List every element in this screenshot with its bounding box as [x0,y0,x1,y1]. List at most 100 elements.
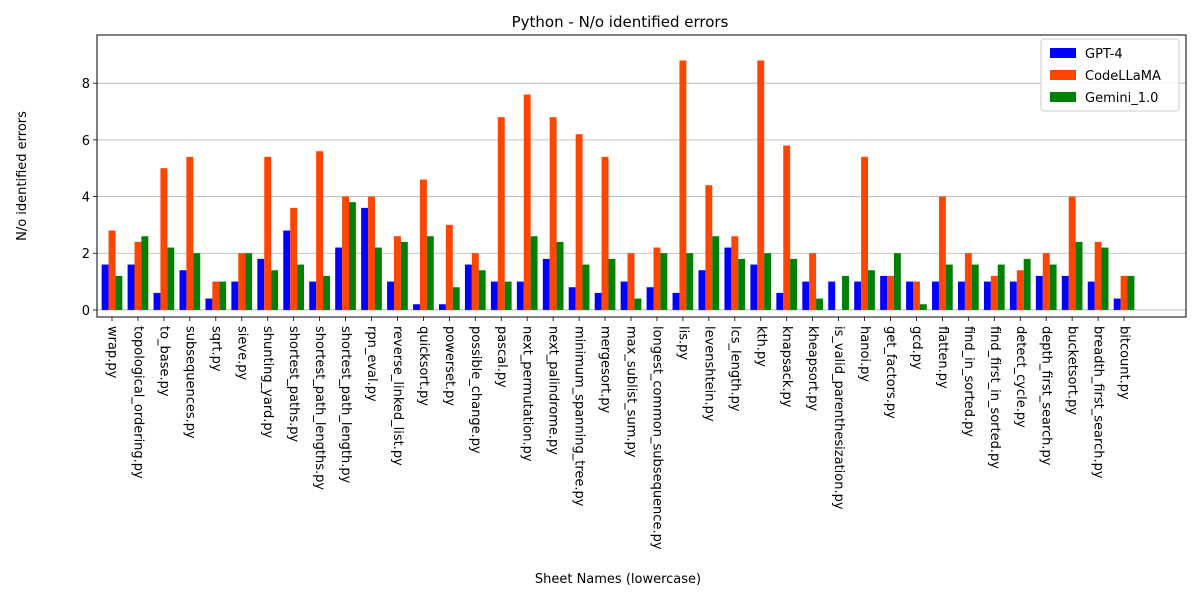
bar-gpt-4-pascal-py [490,281,498,310]
bar-gemini-1-0-shortest-paths-py [297,264,304,310]
x-axis: wrap.py topological_ordering.py to_base.py… [105,317,1132,550]
x-tick-label: get_factors.py [883,326,898,419]
bar-codellama-sieve-py [238,253,246,310]
bar-gemini-1-0-shortest-path-length-py [349,202,356,310]
bar-codellama-bitcount-py [1120,275,1128,310]
legend-swatch [1050,48,1076,58]
bar-codellama-wrap-py [108,230,116,310]
y-axis: 0 2 4 6 8 [82,77,97,319]
bar-gpt-4-minimum-spanning-tree-py [568,287,576,310]
bar-gpt-4-get-factors-py [880,275,888,310]
bar-gemini-1-0-possible-change-py [478,270,486,310]
bar-codellama-shortest-path-length-py [342,196,349,310]
x-tick-label: lcs_length.py [727,326,742,412]
bar-codellama-reverse-linked-list-py [394,236,401,310]
bar-gemini-1-0-rpn-eval-py [374,247,382,310]
bar-gemini-1-0-hanoi-py [868,270,875,310]
x-tick-label: next_permutation.py [520,326,535,462]
bar-gpt-4-shunting-yard-py [257,258,265,310]
bar-gemini-1-0-find-in-sorted-py [971,264,979,310]
x-tick-label: max_sublist_sum.py [624,326,639,458]
bar-gemini-1-0-bitcount-py [1127,275,1135,310]
bar-gpt-4-is-valid-parenthesization-py [828,281,836,310]
bar-gpt-4-next-permutation-py [516,281,524,310]
bar-codellama-subsequences-py [186,156,194,310]
bar-gpt-4-sieve-py [231,281,239,310]
legend-swatch [1050,92,1076,102]
bar-gpt-4-knapsack-py [776,292,784,310]
x-tick-label: bitcount.py [1117,326,1132,400]
bar-codellama-max-sublist-sum-py [627,253,635,310]
x-tick-label: powerset.py [442,326,457,406]
bar-codellama-next-palindrome-py [549,117,557,310]
x-tick-label: depth_first_search.py [1039,326,1054,466]
bar-codellama-gcd-py [913,281,920,310]
legend-label: Gemini_1.0 [1085,91,1158,106]
x-tick-label: find_in_sorted.py [961,326,976,437]
x-tick-label: sqrt.py [208,326,223,372]
x-tick-label: detect_cycle.py [1013,326,1028,428]
x-tick-label: kheapsort.py [805,326,820,412]
bar-gemini-1-0-reverse-linked-list-py [400,241,408,310]
y-tick-label: 4 [82,191,90,206]
bar-gpt-4-kheapsort-py [802,281,810,310]
bar-gpt-4-reverse-linked-list-py [387,281,394,310]
bar-codellama-depth-first-search-py [1042,253,1050,310]
bar-codellama-lis-py [679,60,687,310]
x-tick-label: shunting_yard.py [260,326,275,439]
bar-codellama-breadth-first-search-py [1094,241,1102,310]
bar-gpt-4-gcd-py [906,281,913,310]
x-tick-label: hanoi.py [857,326,872,382]
x-tick-label: topological_ordering.py [130,326,145,479]
bar-gemini-1-0-get-factors-py [893,253,901,310]
bar-gpt-4-levenshtein-py [698,270,706,310]
bar-codellama-possible-change-py [471,253,479,310]
x-tick-label: pascal.py [494,326,509,388]
bar-gpt-4-topological-ordering-py [127,264,135,310]
bar-gemini-1-0-find-first-in-sorted-py [997,264,1005,310]
bar-gemini-1-0-subsequences-py [193,253,201,310]
x-tick-label: longest_common_subsequence.py [649,326,664,550]
bar-gpt-4-shortest-path-lengths-py [309,281,317,310]
bar-gemini-1-0-bucketsort-py [1075,241,1083,310]
bar-codellama-lcs-length-py [731,236,739,310]
bar-gemini-1-0-topological-ordering-py [141,236,149,310]
bar-gpt-4-hanoi-py [854,281,862,310]
x-tick-label: breadth_first_search.py [1091,326,1106,479]
x-tick-label: gcd.py [909,326,924,370]
x-tick-label: quicksort.py [416,326,431,406]
bar-codellama-levenshtein-py [705,185,713,310]
y-tick-label: 0 [82,304,90,319]
bar-gemini-1-0-kth-py [764,253,772,310]
bar-gemini-1-0-sqrt-py [219,281,227,310]
bar-gemini-1-0-wrap-py [115,275,123,310]
bar-codellama-hanoi-py [861,156,868,310]
bar-gemini-1-0-lcs-length-py [738,258,746,310]
bar-gpt-4-sqrt-py [205,298,213,310]
plot-frame [96,34,1187,318]
bar-gemini-1-0-powerset-py [452,287,460,310]
legend-label: GPT-4 [1085,47,1123,62]
x-tick-label: bucketsort.py [1065,326,1080,415]
bar-gpt-4-quicksort-py [413,304,420,310]
bar-gemini-1-0-next-permutation-py [530,236,538,310]
bar-gemini-1-0-shunting-yard-py [271,270,279,310]
y-tick-label: 6 [82,134,90,149]
bar-codellama-to-base-py [160,168,168,310]
bar-codellama-pascal-py [497,117,505,310]
bars [101,60,1135,310]
bar-gemini-1-0-max-sublist-sum-py [634,298,642,310]
y-axis-title: N/o identified errors [15,111,30,241]
bar-codellama-get-factors-py [887,275,894,310]
bar-gpt-4-lis-py [672,292,680,310]
x-tick-label: mergesort.py [598,326,613,414]
x-tick-label: find_first_in_sorted.py [987,326,1002,469]
bar-gemini-1-0-detect-cycle-py [1023,258,1031,310]
bar-codellama-shortest-path-lengths-py [316,151,324,310]
bar-gemini-1-0-quicksort-py [426,236,434,310]
bar-gemini-1-0-lis-py [686,253,694,310]
bar-gpt-4-subsequences-py [179,270,187,310]
x-tick-label: kth.py [753,326,768,367]
bar-codellama-powerset-py [445,224,453,310]
